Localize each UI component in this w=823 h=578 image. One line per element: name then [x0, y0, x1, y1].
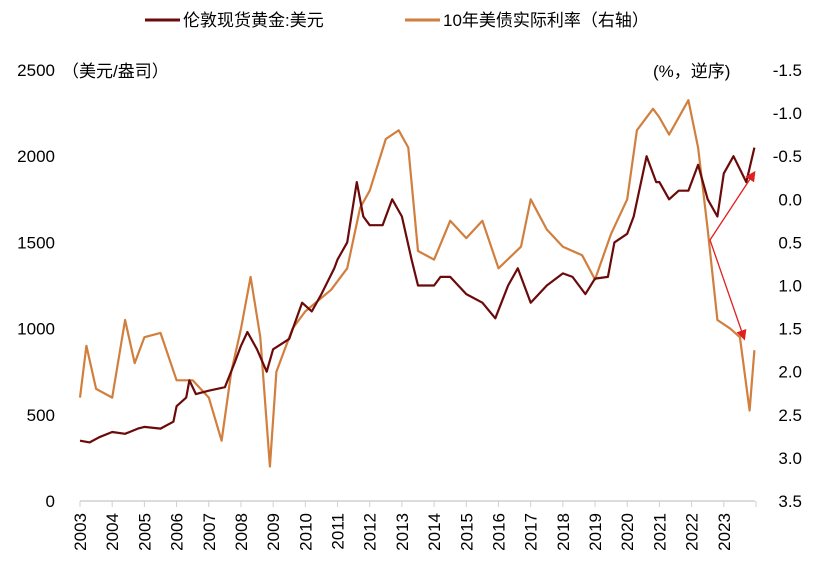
series-line-real-rate	[78, 99, 756, 468]
left-tick-label: 2500	[17, 61, 55, 80]
right-tick-label: 3.5	[778, 492, 802, 511]
x-tick-label: 2008	[232, 513, 251, 551]
right-tick-label: 0.0	[778, 190, 802, 209]
arrow-down	[709, 239, 747, 341]
x-tick-label: 2006	[168, 513, 187, 551]
left-tick-label: 1000	[17, 320, 55, 339]
x-tick-label: 2016	[489, 513, 508, 551]
right-tick-label: -0.5	[773, 147, 802, 166]
x-tick-label: 2014	[425, 513, 444, 551]
x-tick-label: 2015	[457, 513, 476, 551]
right-tick-label: 2.0	[778, 363, 802, 382]
x-tick-label: 2003	[71, 513, 90, 551]
x-tick-label: 2005	[135, 513, 154, 551]
x-tick-label: 2007	[200, 513, 219, 551]
arrow-up	[709, 170, 756, 241]
x-tick-label: 2020	[618, 513, 637, 551]
x-tick-label: 2010	[296, 513, 315, 551]
x-tick-label: 2023	[715, 513, 734, 551]
x-tick-label: 2021	[650, 513, 669, 551]
right-tick-label: 2.5	[778, 406, 802, 425]
x-tick-label: 2009	[264, 513, 283, 551]
x-tick-label: 2019	[586, 513, 605, 551]
x-tick-label: 2011	[329, 513, 348, 550]
left-tick-label: 2000	[17, 147, 55, 166]
x-tick-label: 2012	[361, 513, 380, 551]
right-tick-label: -1.5	[773, 61, 802, 80]
annotation-arrows	[709, 170, 756, 341]
left-axis-unit: （美元/盎司）	[62, 62, 169, 81]
legend-label-gold: 伦敦现货黄金:美元	[183, 11, 324, 30]
left-tick-label: 0	[46, 492, 55, 511]
x-tick-label: 2017	[522, 513, 541, 551]
x-tick-label: 2013	[393, 513, 412, 551]
right-tick-label: -1.0	[773, 104, 802, 123]
right-tick-label: 1.0	[778, 277, 802, 296]
x-tick-label: 2004	[103, 513, 122, 551]
legend: 伦敦现货黄金:美元 10年美债实际利率（右轴）	[145, 11, 649, 30]
left-tick-label: 1500	[17, 233, 55, 252]
legend-label-real-rate: 10年美债实际利率（右轴）	[443, 11, 649, 30]
right-tick-label: 3.0	[778, 449, 802, 468]
left-tick-label: 500	[27, 406, 55, 425]
right-tick-label: 0.5	[778, 233, 802, 252]
x-tick-label: 2022	[683, 513, 702, 551]
x-tick-label: 2018	[554, 513, 573, 551]
series-line-gold	[79, 147, 756, 444]
right-tick-label: 1.5	[778, 320, 802, 339]
right-axis-unit: (%，逆序)	[653, 62, 730, 81]
